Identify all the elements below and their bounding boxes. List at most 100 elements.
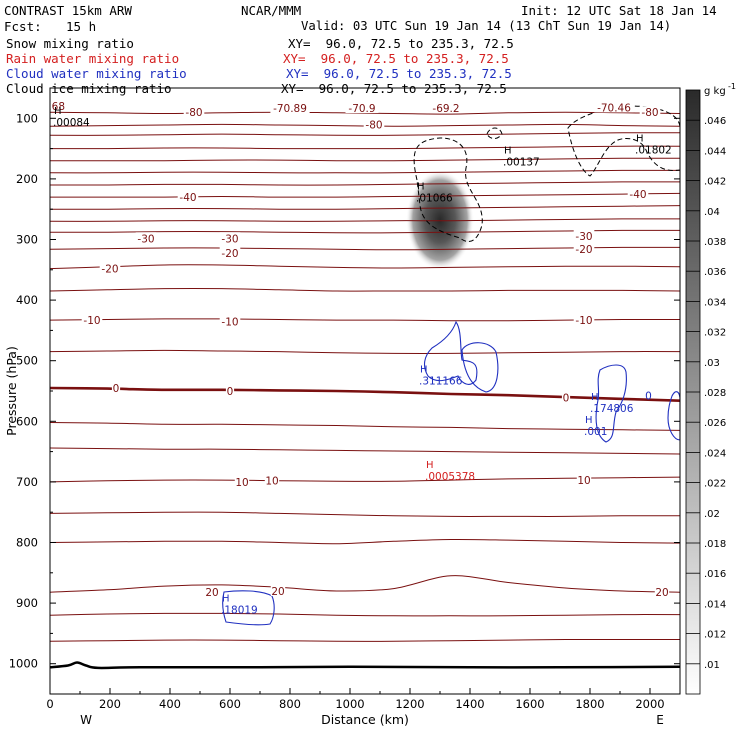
colorbar-tick-label: .034 <box>704 297 726 308</box>
colorbar-tick-label: .016 <box>704 569 726 580</box>
colorbar-tick-label: .022 <box>704 479 726 490</box>
contour-label-bg <box>99 262 121 274</box>
field-rain: Rain water mixing ratio <box>6 51 180 66</box>
cloud-water-contour <box>667 391 680 441</box>
xy-snow: XY= 96.0, 72.5 to 235.3, 72.5 <box>288 36 514 51</box>
contour-label-bg <box>573 314 595 326</box>
xy-cloud-water: XY= 96.0, 72.5 to 235.3, 72.5 <box>286 66 512 81</box>
cloud-water-contour <box>423 320 478 385</box>
x-tick-label: 0 <box>46 697 53 711</box>
temperature-contour <box>50 246 680 251</box>
valid-time: Valid: 03 UTC Sun 19 Jan 14 (13 ChT Sun … <box>301 19 672 33</box>
contour-label: 10 <box>235 477 248 489</box>
contour-label-bg <box>594 101 634 113</box>
contour-label-bg <box>111 381 121 393</box>
cloud-water-contour <box>222 590 275 626</box>
y-tick-label: 500 <box>16 354 38 368</box>
colorbar-tick-label: .038 <box>704 237 726 248</box>
temperature-contour <box>50 612 680 617</box>
contour-label: -30 <box>575 231 592 243</box>
contour-label-bg <box>345 101 379 113</box>
contour-label-bg <box>234 475 250 487</box>
cloud-water-contour <box>461 342 499 393</box>
temperature-contour <box>50 132 680 136</box>
maximum-value-label: .001 <box>584 426 607 438</box>
y-tick-label: 700 <box>16 475 38 489</box>
contour-label: -30 <box>221 233 238 245</box>
maximum-value-label: .00137 <box>503 157 540 169</box>
temperature-contour <box>50 575 680 593</box>
east-label: E <box>656 713 664 727</box>
cloud-ice-contour <box>413 137 483 242</box>
contour-label: -20 <box>575 244 592 256</box>
maximum-h-marker: H <box>585 415 593 426</box>
contour-label: 20 <box>655 587 668 599</box>
temperature-contour <box>50 422 680 431</box>
contour-label: -40 <box>629 189 646 201</box>
colorbar-tick-label: .03 <box>704 358 720 369</box>
maximum-h-marker: H <box>591 392 599 403</box>
cloud-ice-contour <box>486 127 503 139</box>
contour-label: -69.2 <box>432 103 459 115</box>
x-tick-label: 2000 <box>635 697 664 711</box>
snow-max-shading <box>406 170 474 271</box>
x-tick-label: 600 <box>219 697 241 711</box>
contour-label-bg <box>219 246 241 258</box>
contour-label: -40 <box>179 192 196 204</box>
contour-label: -80 <box>641 107 658 119</box>
x-axis-title: Distance (km) <box>321 712 409 727</box>
y-tick-label: 600 <box>16 414 38 428</box>
temperature-contour <box>50 218 680 222</box>
xy-rain: XY= 96.0, 72.5 to 235.3, 72.5 <box>283 51 509 66</box>
contour-label-bg <box>654 586 670 598</box>
colorbar-tick-label: .036 <box>704 267 726 278</box>
contour-label: 0 <box>227 386 234 398</box>
maximum-h-marker: H <box>420 364 428 375</box>
contour-label: 69.68 <box>35 101 65 113</box>
x-tick-label: 800 <box>279 697 301 711</box>
temperature-contour <box>50 229 680 234</box>
contour-label: 20 <box>271 586 284 598</box>
maximum-value-label: .00084 <box>53 117 90 129</box>
contour-label-bg <box>270 584 286 596</box>
contour-label: -10 <box>221 316 238 328</box>
temperature-contour <box>50 511 680 517</box>
contour-label: -70.9 <box>348 103 375 115</box>
contour-label-bg <box>50 100 67 112</box>
colorbar-tick-label: .024 <box>704 448 726 459</box>
maximum-h-marker: H <box>54 106 62 117</box>
temperature-contour <box>50 192 680 198</box>
x-tick-label: 1400 <box>455 697 484 711</box>
maximum-h-marker: H <box>426 460 434 471</box>
west-label: W <box>80 713 92 727</box>
maximum-h-marker: H <box>636 133 644 144</box>
contour-label: 10 <box>265 476 278 488</box>
colorbar-tick-label: .046 <box>704 116 726 127</box>
y-tick-label: 300 <box>16 233 38 247</box>
contour-label-bg <box>270 101 310 113</box>
contour-label: -10 <box>575 315 592 327</box>
temperature-contour <box>50 264 680 270</box>
temperature-contour <box>50 287 680 292</box>
model-title: CONTRAST 15km ARW <box>4 3 132 18</box>
colorbar-tick-label: .012 <box>704 630 726 641</box>
maximum-h-marker: H <box>222 593 230 604</box>
contour-label-bg <box>81 314 103 326</box>
temperature-contour <box>50 638 680 642</box>
temperature-contour <box>50 349 680 354</box>
y-tick-label: 900 <box>16 596 38 610</box>
colorbar-tick-label: .026 <box>704 418 726 429</box>
contour-label: -10 <box>83 315 100 327</box>
contour-label: -70.89 <box>273 103 307 115</box>
org-label: NCAR/MMM <box>241 3 302 18</box>
temperature-contour <box>50 318 680 322</box>
contour-label-bg <box>627 188 649 200</box>
field-cloud-water: Cloud water mixing ratio <box>6 66 187 81</box>
colorbar-tick-label: .01 <box>704 660 720 671</box>
contour-label: -20 <box>101 264 118 276</box>
colorbar-tick-label: .04 <box>704 207 720 218</box>
colorbar-tick-label: .044 <box>704 146 726 157</box>
maximum-value-label: .18019 <box>221 604 258 616</box>
temperature-contour <box>50 476 680 483</box>
contour-label: -30 <box>137 233 154 245</box>
